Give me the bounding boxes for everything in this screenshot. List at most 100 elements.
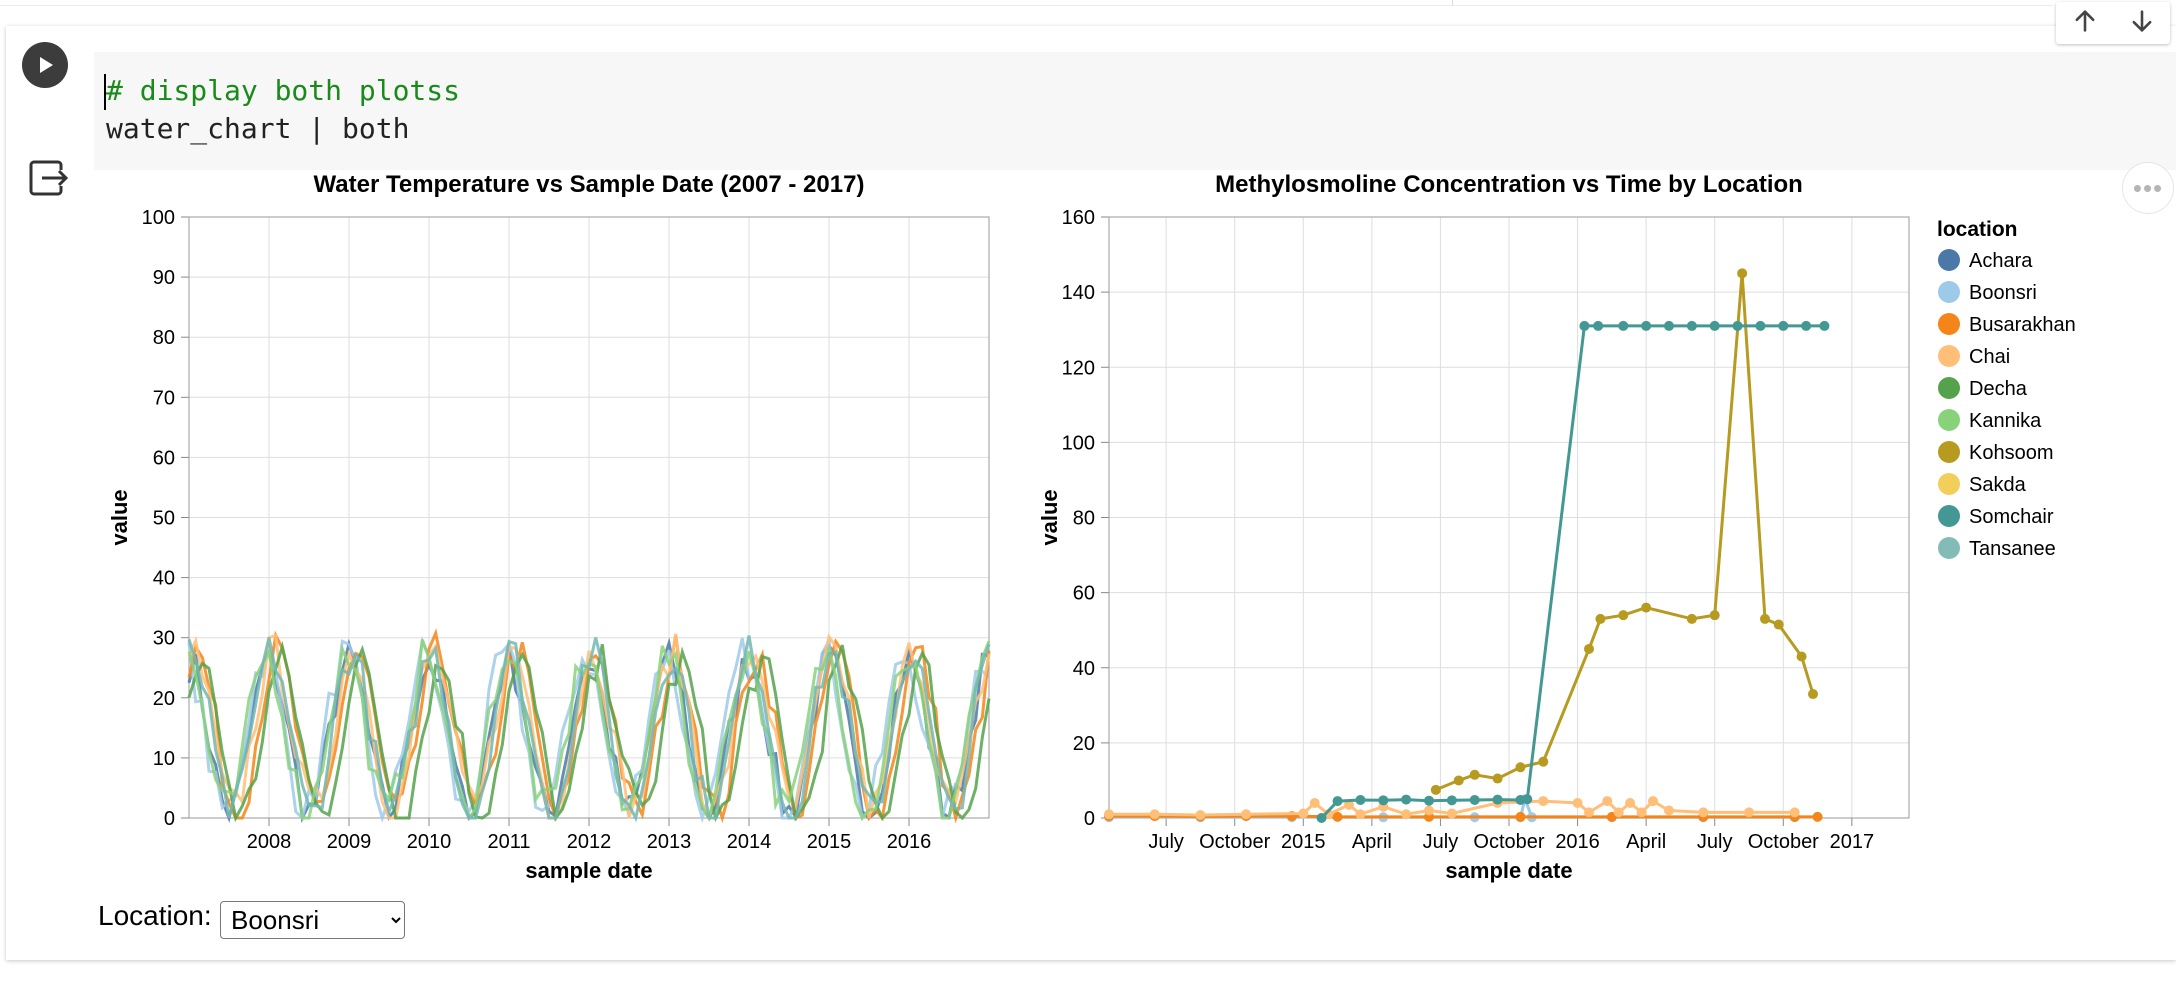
chart2-xtick-label: October [1748, 831, 1819, 853]
chart2-xtick-label: October [1473, 831, 1544, 853]
move-down-icon[interactable] [2128, 7, 2156, 40]
chart2-x-axis-title: sample date [1445, 858, 1572, 883]
chart2-point-somchair [1664, 320, 1674, 331]
chart1-ytick-label: 70 [153, 387, 175, 409]
chart-actions-button[interactable]: ••• [2122, 162, 2174, 214]
chart2-point-chai [1664, 805, 1674, 816]
chart2-point-chai [1104, 809, 1114, 820]
legend-swatch-kannika [1938, 409, 1960, 431]
chart2-point-somchair [1424, 795, 1434, 806]
chart2-point-chai [1241, 809, 1252, 820]
chart1-xtick-label: 2010 [407, 831, 452, 853]
chart1-series-line-4 [187, 640, 991, 823]
chart2-point-somchair [1492, 794, 1503, 805]
chart1-series-line-6 [187, 635, 991, 823]
legend-label-boonsri: Boonsri [1969, 282, 2037, 304]
chart1-ytick-label: 0 [164, 808, 175, 830]
chart2-ytick-label: 140 [1062, 282, 1095, 304]
chart2-point-somchair [1819, 320, 1830, 331]
previous-cell-border-right [1452, 0, 2053, 6]
chart2-xtick-label: July [1148, 831, 1184, 853]
chart2-y-axis-title: value [1037, 489, 1062, 545]
notebook-cell[interactable]: # display both plotss water_chart | both [6, 26, 2176, 960]
methylosmoline-chart: Methylosmoline Concentration vs Time by … [1037, 171, 2076, 883]
chart2-xtick-label: 2016 [1555, 831, 1600, 853]
chart2-point-kohsoom [1595, 613, 1606, 624]
chart2-point-somchair [1641, 320, 1652, 331]
legend-swatch-tansanee [1938, 537, 1960, 559]
chart2-point-somchair [1401, 794, 1412, 805]
chart2-point-kohsoom [1808, 689, 1818, 700]
chart2-point-chai [1698, 807, 1709, 818]
chart1-ytick-label: 90 [153, 267, 175, 289]
legend-label-somchair: Somchair [1969, 506, 2054, 528]
chart2-ytick-label: 40 [1073, 658, 1095, 680]
chart2-point-busarakhan [1515, 811, 1526, 822]
chart2-point-chai [1195, 809, 1206, 820]
chart2-point-somchair [1378, 795, 1389, 806]
chart2-point-chai [1584, 807, 1594, 818]
chart2-point-kohsoom [1760, 613, 1770, 624]
chart1-ytick-label: 10 [153, 748, 175, 770]
chart2-point-kohsoom [1430, 784, 1441, 795]
chart2-point-chai [1789, 807, 1800, 818]
chart2-point-somchair [1618, 320, 1629, 331]
chart2-point-somchair [1332, 796, 1343, 807]
chart2-point-chai [1344, 799, 1354, 810]
legend-swatch-achara [1938, 249, 1960, 271]
chart2-point-chai [1355, 809, 1366, 820]
chart2-point-busarakhan [1332, 811, 1343, 822]
chart1-xtick-label: 2009 [327, 831, 372, 853]
chart1-ytick-label: 80 [153, 327, 175, 349]
chart2-xtick-label: July [1697, 831, 1733, 853]
chart2-ytick-label: 80 [1073, 508, 1095, 530]
chart1-xtick-label: 2008 [247, 831, 292, 853]
legend-swatch-sakda [1938, 473, 1960, 495]
chart2-point-somchair [1316, 813, 1327, 823]
chart2-series-line-busarakhan [1109, 814, 1818, 819]
chart1-xtick-label: 2014 [727, 831, 772, 853]
chart2-xtick-label: July [1423, 831, 1459, 853]
run-cell-button[interactable] [22, 42, 68, 88]
chart1-plot-frame [188, 216, 990, 819]
location-select[interactable]: Boonsri [220, 901, 405, 939]
chart2-point-chai [1401, 809, 1412, 820]
chart1-xtick-label: 2016 [887, 831, 932, 853]
legend-label-achara: Achara [1969, 250, 2033, 272]
chart2-point-somchair [1522, 794, 1533, 805]
chart2-ytick-label: 60 [1073, 583, 1095, 605]
chart2-point-kohsoom [1641, 602, 1652, 613]
chart1-series-line-1 [187, 635, 991, 824]
output-menu-icon[interactable] [28, 158, 69, 198]
chart2-point-kohsoom [1584, 643, 1594, 654]
water-temperature-chart: Water Temperature vs Sample Date (2007 -… [107, 171, 991, 883]
chart2-series-line-kohsoom [1435, 273, 1815, 792]
legend-label-kannika: Kannika [1969, 410, 2042, 432]
chart2-point-chai [1625, 797, 1636, 808]
legend-label-decha: Decha [1969, 378, 2028, 400]
chart2-point-somchair [1446, 795, 1457, 806]
chart2-point-somchair [1593, 320, 1604, 331]
chart1-xtick-label: 2012 [567, 831, 612, 853]
code-editor[interactable]: # display both plotss water_chart | both [94, 52, 2176, 170]
chart2-point-chai [1648, 796, 1658, 807]
chart2-xtick-label: 2015 [1281, 831, 1326, 853]
chart1-ytick-label: 20 [153, 688, 175, 710]
chart2-point-chai [1309, 797, 1320, 808]
chart2-ytick-label: 0 [1084, 808, 1095, 830]
chart2-point-chai [1602, 796, 1613, 807]
chart2-point-busarakhan [1812, 811, 1823, 822]
chart2-point-kohsoom [1737, 268, 1748, 279]
chart2-ytick-label: 20 [1073, 733, 1095, 755]
move-up-icon[interactable] [2071, 7, 2099, 40]
chart2-point-kohsoom [1469, 769, 1480, 780]
chart2-point-kohsoom [1773, 619, 1784, 630]
legend-swatch-somchair [1938, 505, 1960, 527]
legend-label-kohsoom: Kohsoom [1969, 442, 2054, 464]
chart1-title: Water Temperature vs Sample Date (2007 -… [314, 171, 865, 198]
play-icon [40, 57, 53, 73]
chart2-xtick-label: 2017 [1830, 831, 1875, 853]
chart1-ytick-label: 40 [153, 568, 175, 590]
chart2-point-chai [1424, 805, 1434, 816]
cell-toolbar [2056, 2, 2170, 44]
